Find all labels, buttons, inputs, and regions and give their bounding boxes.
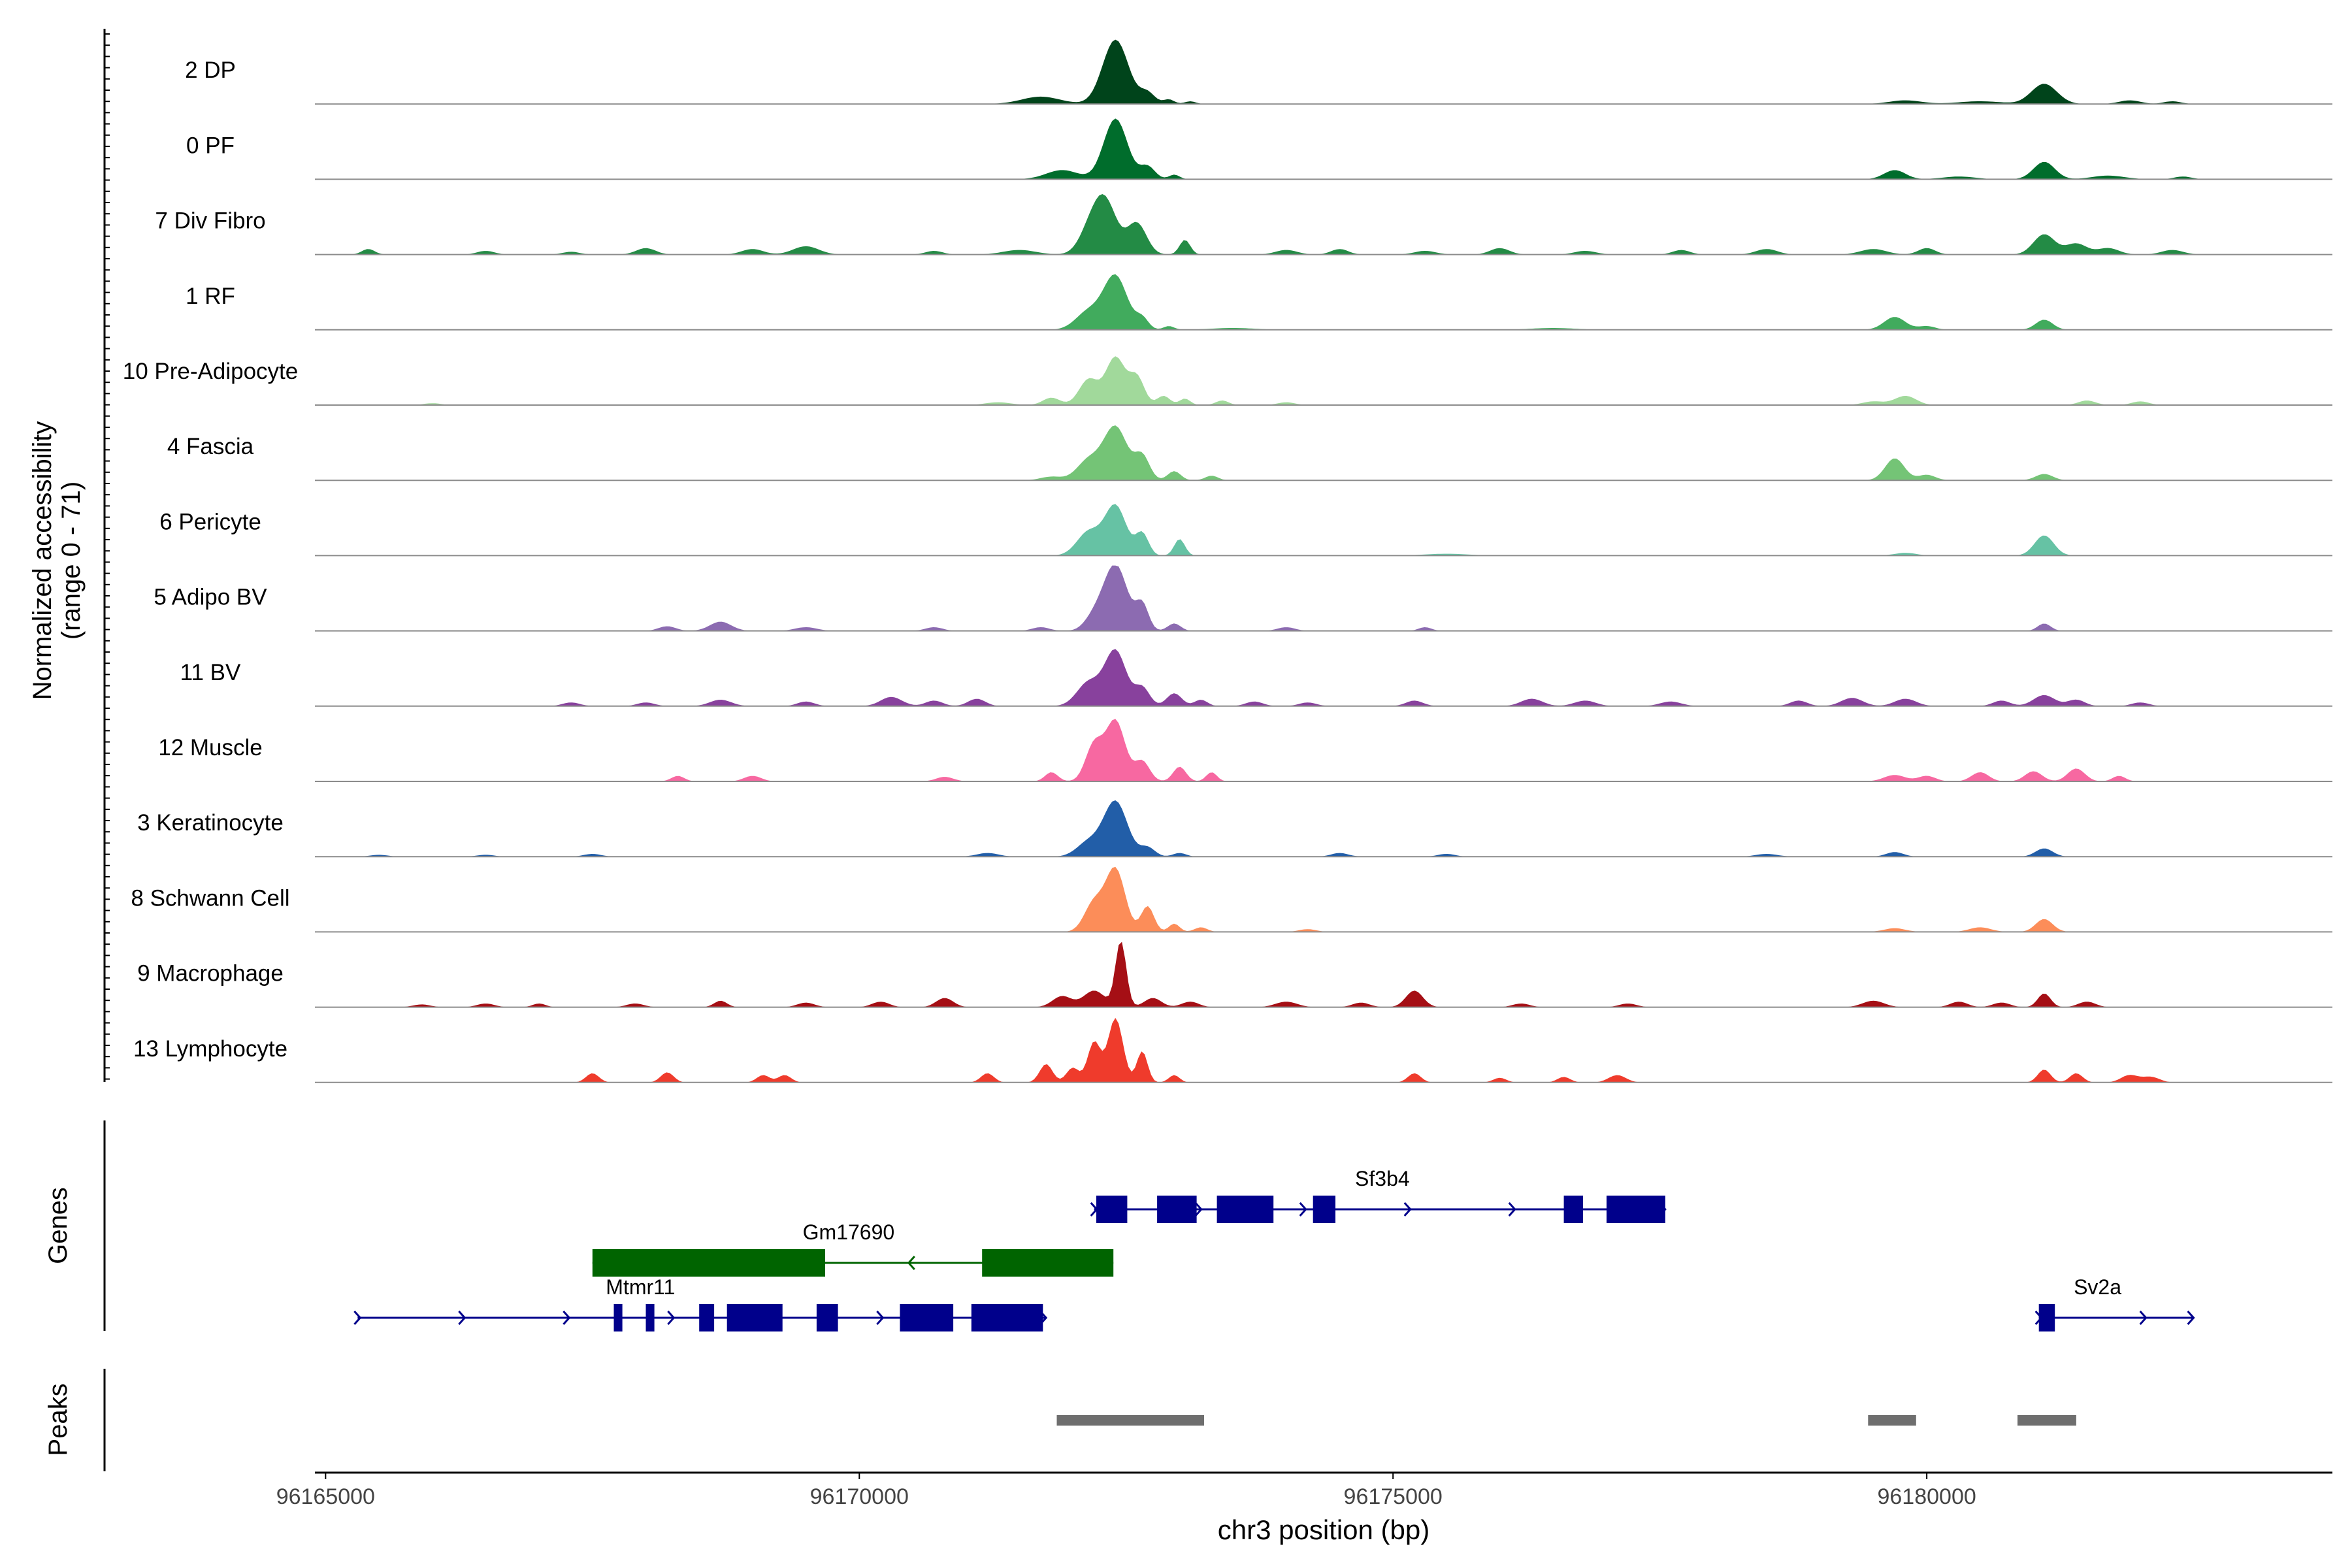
exon [1563,1196,1583,1223]
x-tick-label: 96165000 [276,1484,375,1509]
track-label: 7 Div Fibro [155,208,265,234]
track-signal [315,1018,2332,1083]
track-label: 9 Macrophage [137,961,284,987]
track-8: 5 Adipo BV [154,565,2332,632]
track-5: 10 Pre-Adipocyte [123,356,2332,406]
strand-arrow [353,1310,362,1326]
gene-label: Mtmr11 [606,1275,675,1299]
track-9: 11 BV [180,649,2332,707]
track-13: 9 Macrophage [137,941,2332,1008]
track-label: 8 Schwann Cell [131,885,289,911]
y-axis-title-line1: Normalized accessibility [28,421,57,700]
x-tick-label: 96175000 [1344,1484,1443,1509]
track-signal [315,504,2332,556]
x-axis: 96165000 96170000 96175000 96180000 chr3 po… [276,1471,2332,1545]
track-signal [315,356,2332,405]
track-label: 13 Lymphocyte [133,1036,287,1062]
track-signal [315,719,2332,781]
coverage-y-axis [103,29,110,1082]
track-14: 13 Lymphocyte [133,1018,2332,1083]
gene-label: Gm17690 [803,1220,895,1244]
track-7: 6 Pericyte [159,504,2332,557]
track-signal [315,118,2332,180]
track-signal [315,274,2332,330]
peak-region [2017,1415,2076,1426]
track-label: 0 PF [186,133,235,158]
track-label: 2 DP [185,57,236,83]
gene-mtmr11: Mtmr11 [353,1275,1048,1331]
strand-arrow [1299,1201,1307,1217]
track-label: 3 Keratinocyte [137,810,284,836]
exon [900,1304,954,1331]
track-signal [315,194,2332,255]
coverage-tracks: 2 DP 0 PF 7 Div Fibro 1 RF 10 Pre-Adipocyte 4… [123,39,2332,1083]
track-label: 11 BV [180,660,241,685]
track-label: 4 Fascia [167,434,254,459]
exon [816,1304,838,1331]
track-6: 4 Fascia [167,425,2332,482]
exon [727,1304,783,1331]
strand-arrow [1090,1201,1098,1217]
track-signal [315,866,2332,932]
track-11: 3 Keratinocyte [137,800,2332,858]
peaks-panel-label: Peaks [44,1383,73,1456]
y-axis-title-line2: (range 0 - 71) [57,482,86,640]
track-label: 12 Muscle [158,735,263,760]
track-signal [315,941,2332,1007]
track-label: 10 Pre-Adipocyte [123,359,298,384]
x-axis-title: chr3 position (bp) [1218,1514,1430,1545]
peaks-panel: Peaks [44,1369,2076,1471]
track-label: 5 Adipo BV [154,585,267,610]
gene-gm17690: Gm17690 [592,1220,1114,1277]
gene-sv2a: Sv2a [2034,1275,2195,1331]
gene-label: Sf3b4 [1355,1167,1410,1190]
track-1: 2 DP [185,39,2332,105]
exon [2038,1304,2055,1331]
exon [699,1304,715,1331]
strand-arrow [2187,1310,2195,1326]
strand-arrow [876,1310,885,1326]
strand-arrow [907,1255,915,1271]
exon [645,1304,655,1331]
x-tick-label: 96180000 [1877,1484,1976,1509]
track-label: 1 RF [186,284,235,309]
genes-panel: Genes Sf3b4 Gm17690 Mtmr11 Sv2a [44,1120,2195,1331]
genes-panel-label: Genes [44,1187,73,1264]
track-12: 8 Schwann Cell [131,866,2332,933]
peak-region [1056,1415,1204,1426]
track-signal [315,649,2332,706]
strand-arrow [458,1310,466,1326]
track-signal [315,800,2332,857]
track-signal [315,39,2332,105]
gene-sf3b4: Sf3b4 [1090,1167,1667,1223]
track-3: 7 Div Fibro [155,194,2332,255]
exon [1313,1196,1335,1223]
track-10: 12 Muscle [158,719,2332,782]
exon [592,1249,825,1277]
strand-arrow [563,1310,571,1326]
strand-arrow [2139,1310,2148,1326]
track-2: 0 PF [186,118,2332,180]
exon [1157,1196,1197,1223]
exon [1217,1196,1274,1223]
exon [613,1304,623,1331]
exon [1607,1196,1665,1223]
track-signal [315,425,2332,481]
exon [971,1304,1043,1331]
exon [982,1249,1114,1277]
track-label: 6 Pericyte [159,509,261,534]
strand-arrow [1508,1201,1516,1217]
track-signal [315,565,2332,631]
peak-region [1868,1415,1916,1426]
strand-arrow [1194,1201,1203,1217]
x-tick-label: 96170000 [810,1484,909,1509]
exon [1096,1196,1128,1223]
strand-arrow [1403,1201,1412,1217]
track-4: 1 RF [186,274,2332,331]
gene-label: Sv2a [2074,1275,2121,1299]
strand-arrow [667,1310,676,1326]
